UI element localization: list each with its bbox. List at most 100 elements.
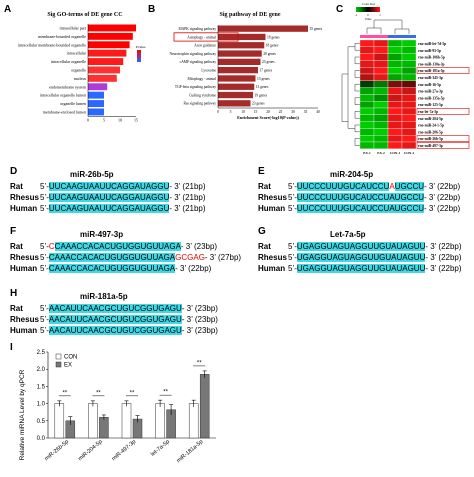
sequence-suffix: - 3’ (22bp) [424, 204, 461, 213]
heatmap-cell [359, 121, 375, 129]
sequence-conserved: UUCCCUUUGUCAUCCU [296, 182, 390, 191]
sequence-prefix: 5’- [288, 242, 297, 251]
legend-title: Pvalue [136, 45, 146, 49]
heatmap-column-label: CON-1 [390, 151, 401, 155]
go-term-label: organelle lumen [60, 101, 86, 106]
sequence-conserved: UUCAAGUAAUUCAGGAUAGGU [48, 204, 170, 213]
panel-c-heatmap: Color Key -1 0 1 Value rno-miR-let-7d-5p rno-m… [336, 0, 474, 160]
sequence-prefix: 5’- [40, 264, 49, 273]
sequence-conserved: UUCCCUUUGUCAUCCU [296, 204, 390, 213]
heatmap-cell [401, 73, 417, 81]
sequence-conserved: UGAGGUAGUAGGUUGUAUAGUU [296, 242, 426, 251]
sequence-suffix: - 3’ (23bp) [181, 304, 218, 313]
significance-mark: ** [163, 390, 168, 396]
heatmap-cell [359, 128, 375, 136]
heatmap-cell [387, 80, 403, 88]
x-tick-label: 10 [241, 110, 245, 114]
pathway-label: Mitophagy - animal [187, 77, 216, 81]
panel-e-title: miR-204-5p [330, 170, 374, 179]
x-tick-label: miR-181a-5p [176, 439, 205, 464]
heatmap-cell [359, 39, 375, 47]
heatmap-cell [359, 80, 375, 88]
go-term-label: endomembrane system [49, 84, 87, 89]
highlight-box [173, 32, 239, 42]
species-label: Rhesus [258, 253, 287, 262]
heatmap-row-label: rno-miR-497-3p [418, 144, 443, 148]
heatmap-cell [373, 80, 389, 88]
pathway-gene-count: 23 genes [252, 102, 265, 106]
panel-h-label: H [10, 288, 18, 299]
sequence-row: Human 5’- CAAACCACACUGUGGUGUUAGA - 3’ (22… [10, 264, 211, 273]
sequence-conserved: AUGCCU [389, 193, 425, 202]
pathway-bar [218, 91, 253, 99]
panel-g-title: Let-7a-5p [330, 230, 366, 239]
pathway-bar [218, 100, 251, 107]
heatmap-row-label: rno-miR-16-5p [418, 83, 441, 87]
heatmap-row-label: rno-miR-345-3p [418, 76, 443, 80]
heatmap-cell [359, 135, 375, 143]
heatmap-cell [373, 114, 389, 122]
color-key-gradient [356, 7, 380, 12]
heatmap-cell [373, 135, 389, 143]
heatmap-cell [401, 107, 417, 115]
heatmap-cell [387, 128, 403, 136]
panel-b-title: Sig pathway of DE gene [219, 12, 281, 18]
color-key-title: Color Key [362, 2, 376, 6]
sequence-suffix: - 3’ (22bp) [425, 253, 462, 262]
species-label: Rat [258, 182, 271, 191]
heatmap-cell [401, 67, 417, 75]
panel-d-title: miR-26b-5p [70, 170, 114, 179]
species-label: Human [10, 264, 38, 273]
pathway-label: Ras signaling pathway [183, 102, 216, 106]
sequence-suffix: - 3’ (22bp) [425, 264, 462, 273]
bar-con [54, 403, 65, 439]
go-term-label: intracellular organelle lumen [40, 93, 86, 98]
heatmap-cell [387, 121, 403, 129]
y-tick-label: 0.5 [37, 419, 46, 425]
pathway-label: Autophagy - animal [187, 35, 216, 39]
heatmap-cell [387, 141, 403, 149]
column-dendrogram [366, 19, 410, 34]
sequence-conserved: UGCCU [394, 182, 425, 191]
heatmap-row-label: rno-miR-93-5p [418, 49, 441, 53]
sequence-prefix: 5’- [40, 326, 49, 335]
heatmap-row-label: rno-miR-130a-3p [418, 62, 445, 66]
row-highlight-box [416, 108, 470, 115]
sequence-prefix: 5’- [40, 253, 49, 262]
sequence-conserved: UGAGGUAGUAGGUUGUAUAGUU [296, 253, 426, 262]
go-term-bar [88, 49, 127, 57]
species-label: Human [10, 326, 38, 335]
significance-mark: ** [62, 390, 67, 396]
heatmap-cell [373, 128, 389, 136]
species-label: Rhesus [10, 253, 39, 262]
heatmap-cell [387, 53, 403, 61]
sequence-row: Rat 5’- C CAAACCACACUGUGGUGUUAGA - 3’ (23b… [10, 242, 217, 251]
species-label: Human [258, 264, 286, 273]
sequence-prefix: 5’- [288, 264, 297, 273]
pathway-bar [218, 50, 262, 57]
x-tick-label: 15 [254, 110, 258, 114]
row-highlight-box [416, 142, 470, 149]
pathway-bar [218, 58, 261, 65]
panel-a-chart: intracellular part membrane-bounded organ… [0, 20, 150, 140]
legend-label: EX [64, 363, 72, 369]
con-group-bar [388, 35, 416, 38]
x-tick-label: let-7a-5p [150, 439, 171, 458]
x-tick-label: 35 [304, 110, 308, 114]
heatmap-cell [373, 101, 389, 109]
panel-h-title: miR-181a-5p [80, 292, 128, 301]
sequence-prefix: 5’- [288, 193, 297, 202]
x-tick-label: 0 [217, 110, 219, 114]
pathway-label: TGF-beta signaling pathway [175, 85, 216, 89]
pathway-label: MAPK signaling pathway [178, 27, 216, 31]
go-term-label: membrane-enclosed lumen [43, 110, 86, 115]
sequence-suffix: - 3’ (23bp) [181, 326, 218, 335]
heatmap-row-label: rno-miR-204-5p [418, 117, 443, 121]
x-axis-label: Enrichment Score(-log10(P value)) [237, 115, 299, 120]
heatmap-cell [401, 94, 417, 102]
heatmap-row-label: rno-miR-26b-5p [418, 137, 443, 141]
sequence-conserved: UUCCCUUUGUCAUCCU [296, 193, 390, 202]
species-label: Rhesus [258, 193, 287, 202]
pvalue-legend-gradient [137, 50, 141, 62]
pathway-bar [218, 83, 255, 90]
